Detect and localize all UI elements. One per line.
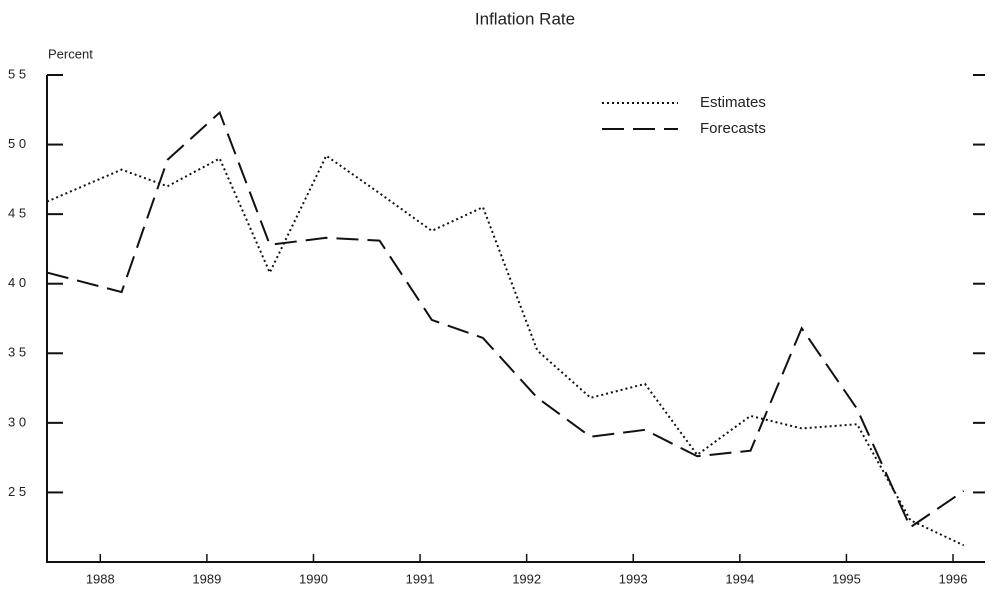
- series-line: [46, 110, 965, 529]
- series-line: [46, 154, 965, 547]
- x-tick-label: 1990: [299, 571, 328, 586]
- chart-title: Inflation Rate: [475, 9, 575, 28]
- y-axis-label: Percent: [48, 46, 93, 61]
- x-tick-label: 1996: [939, 571, 968, 586]
- x-tick-label: 1995: [832, 571, 861, 586]
- x-tick-label: 1993: [619, 571, 648, 586]
- x-tick-label: 1994: [725, 571, 754, 586]
- x-tick-label: 1988: [86, 571, 115, 586]
- axes: [46, 75, 985, 563]
- x-tick-label: 1989: [192, 571, 221, 586]
- y-tick-label: 4 5: [8, 206, 26, 221]
- legend-label: Estimates: [700, 94, 766, 111]
- y-tick-label: 5 5: [8, 66, 26, 81]
- y-tick-label: 4 0: [8, 275, 26, 290]
- legend-label: Forecasts: [700, 120, 766, 137]
- y-tick-label: 3 0: [8, 414, 26, 429]
- y-tick-label: 3 5: [8, 345, 26, 360]
- x-tick-label: 1991: [406, 571, 435, 586]
- y-tick-label: 5 0: [8, 136, 26, 151]
- x-tick-label: 1992: [512, 571, 541, 586]
- y-tick-label: 2 5: [8, 484, 26, 499]
